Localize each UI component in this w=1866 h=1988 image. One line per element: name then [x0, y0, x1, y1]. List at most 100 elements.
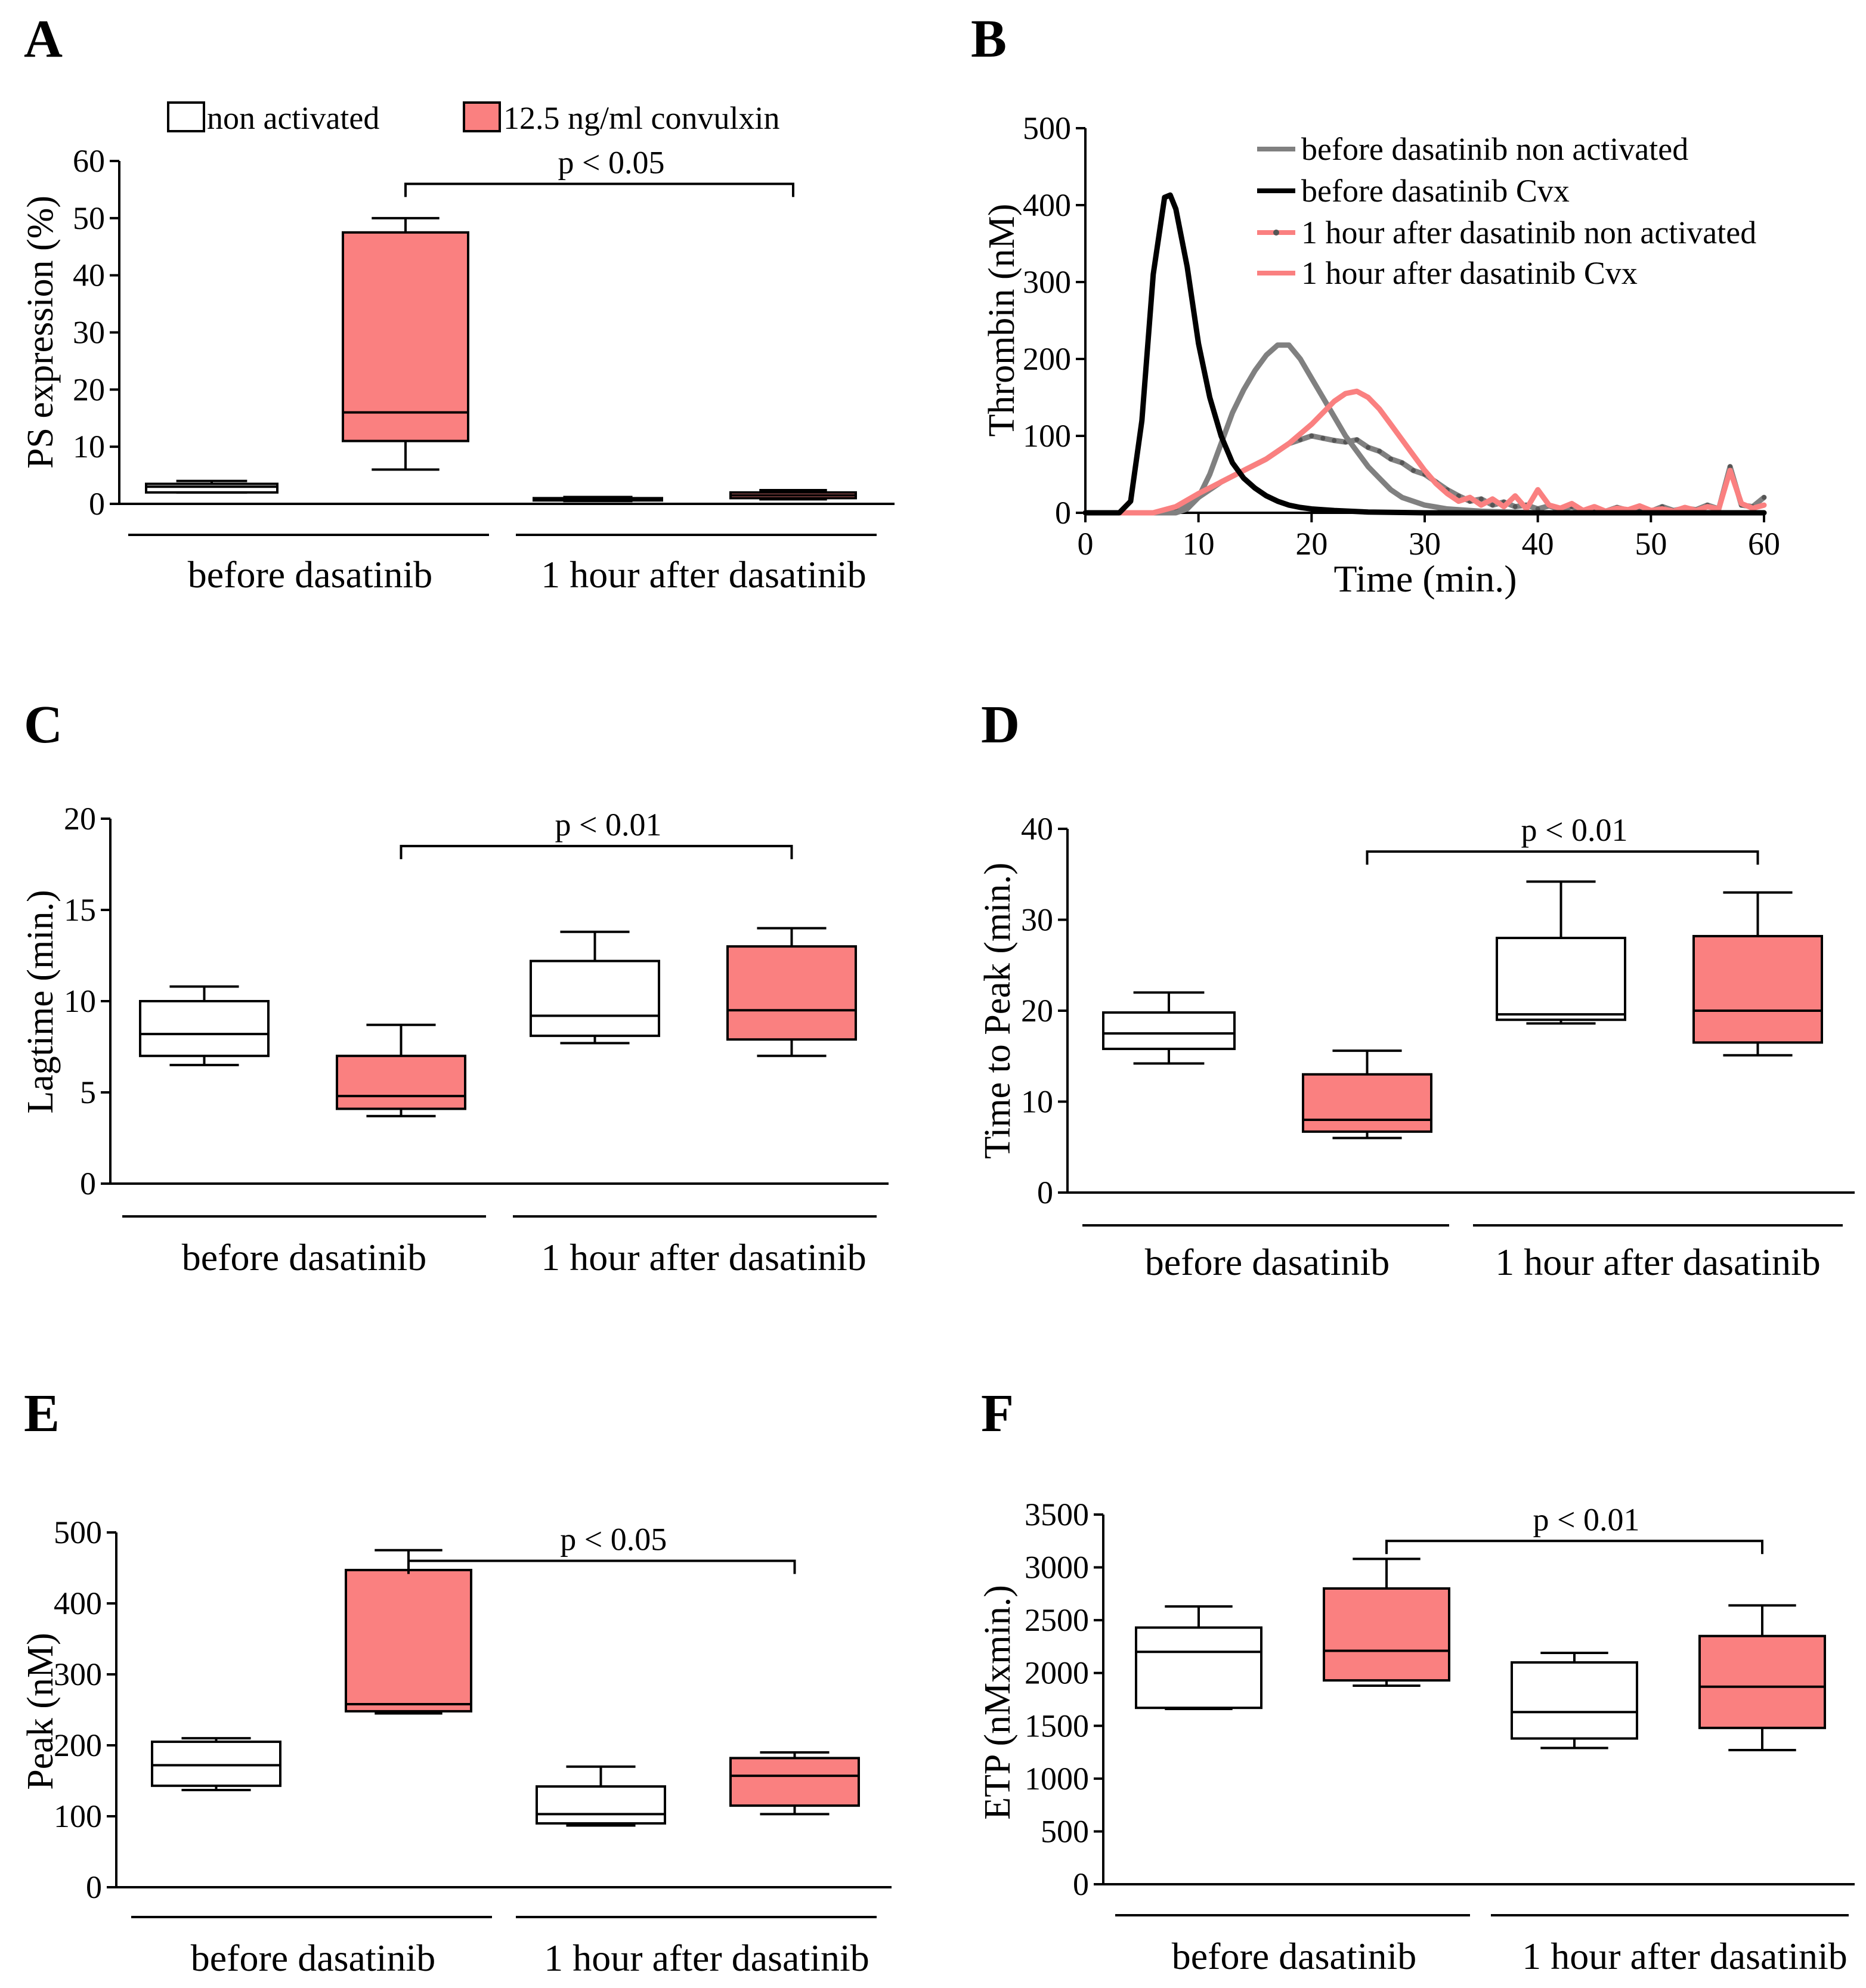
series-point [1490, 503, 1495, 508]
box-4 [729, 489, 857, 501]
box-2 [336, 1023, 466, 1117]
panel-label: C [24, 695, 63, 754]
legend-entry: 12.5 ng/ml convulxin [503, 100, 779, 136]
y-tick-label: 40 [73, 258, 105, 293]
box-body [530, 959, 660, 1038]
y-axis-label: PS expression (%) [20, 196, 61, 469]
y-axis-label: Peak (nM) [20, 1633, 61, 1789]
bracket-line [1366, 850, 1759, 865]
group-label: 1 hour after dasatinib [541, 1236, 867, 1278]
box-4 [1698, 1604, 1826, 1752]
box-body [1302, 1073, 1432, 1133]
box-body [536, 1785, 666, 1825]
y-tick-label: 3000 [1025, 1550, 1089, 1586]
y-tick-label: 0 [1055, 495, 1071, 531]
y-tick-label: 0 [1073, 1866, 1089, 1902]
box-2 [1323, 1557, 1450, 1687]
series-point [1400, 460, 1405, 466]
box-3 [1496, 880, 1626, 1025]
box-1 [139, 985, 270, 1067]
legend: non activated 12.5 ng/ml convulxin [167, 100, 779, 136]
series-point [1377, 448, 1382, 454]
box-body [145, 482, 278, 494]
panel-c: C 0 5 10 15 20 Lagtime (min.) p < 0.01 before da… [20, 695, 889, 1278]
p-value-label: p < 0.05 [560, 1522, 667, 1557]
panel-a: A 0 10 20 30 40 50 60 PS expression (%) p < 0.05 b… [20, 10, 895, 596]
series-line [1082, 192, 1767, 516]
box-2 [342, 216, 469, 471]
series-point [1354, 437, 1360, 442]
group-label: before dasatinib [182, 1236, 427, 1278]
panel-b: B 0 100 200 300 400 500 0 10 20 30 40 50 60 Thrombin (… [971, 10, 1780, 600]
series-point [1309, 433, 1314, 438]
p-value-label: p < 0.01 [1521, 812, 1628, 848]
box-body [342, 231, 469, 442]
y-tick-label: 300 [54, 1656, 102, 1692]
y-tick-label: 20 [1021, 993, 1053, 1029]
panel-label: F [981, 1384, 1014, 1443]
box-body [1323, 1587, 1450, 1682]
group-label: 1 hour after dasatinib [1522, 1935, 1848, 1977]
x-tick-label: 30 [1409, 526, 1441, 562]
panel-e: E 0 100 200 300 400 500 Peak (nM) p < 0.05 before… [20, 1384, 892, 1979]
group-label: before dasatinib [1145, 1241, 1390, 1283]
legend-entry: before dasatinib Cvx [1301, 173, 1570, 209]
box-2 [345, 1549, 472, 1715]
y-tick-label: 30 [1021, 902, 1053, 938]
box-3 [536, 1765, 666, 1827]
x-tick-label: 60 [1748, 526, 1780, 562]
x-tick-label: 50 [1635, 526, 1667, 562]
box-1 [151, 1737, 281, 1791]
box-body [1692, 934, 1823, 1044]
y-tick-label: 10 [73, 429, 105, 465]
panel-label: D [981, 695, 1020, 754]
group-label: before dasatinib [1172, 1935, 1417, 1977]
box-3 [533, 496, 663, 503]
y-tick-label: 400 [54, 1586, 102, 1621]
box-body [139, 1000, 270, 1057]
y-tick-label: 0 [80, 1166, 96, 1202]
y-tick-label: 1000 [1025, 1761, 1089, 1797]
legend-entry: 1 hour after dasatinib Cvx [1301, 255, 1638, 291]
series-line [1082, 388, 1767, 516]
y-tick-label: 10 [64, 983, 96, 1019]
box-body [726, 945, 857, 1041]
significance-bracket: p < 0.01 [400, 807, 793, 859]
box-body [1102, 1011, 1236, 1051]
x-axis-label: Time (min.) [1334, 558, 1517, 600]
bracket-line [1385, 1540, 1763, 1555]
panel-label: A [24, 10, 63, 69]
y-axis-label: Thrombin (nM) [982, 204, 1022, 437]
y-tick-label: 20 [64, 801, 96, 837]
series-line [1082, 342, 1767, 516]
x-tick-label: 40 [1522, 526, 1554, 562]
box-4 [1692, 891, 1823, 1057]
x-tick-label: 0 [1078, 526, 1094, 562]
y-tick-label: 400 [1023, 187, 1071, 223]
box-4 [729, 1751, 860, 1816]
series-point [1366, 445, 1371, 450]
legend-swatch [167, 101, 205, 132]
box-body [336, 1054, 466, 1110]
box-1 [1135, 1605, 1262, 1710]
box-3 [1511, 1652, 1638, 1749]
p-value-label: p < 0.05 [558, 144, 665, 180]
bracket-line [407, 1559, 796, 1574]
group-label: 1 hour after dasatinib [541, 553, 867, 596]
y-tick-label: 5 [80, 1074, 96, 1110]
y-tick-label: 200 [1023, 341, 1071, 377]
y-axis-label: Lagtime (min.) [20, 890, 61, 1113]
p-value-label: p < 0.01 [1533, 1501, 1640, 1537]
y-tick-label: 10 [1021, 1084, 1053, 1120]
series-point [1332, 438, 1337, 443]
bracket-line [404, 182, 794, 197]
box-3 [530, 930, 660, 1045]
y-tick-label: 0 [89, 486, 105, 522]
box-body [151, 1741, 281, 1787]
y-tick-label: 500 [1023, 110, 1071, 146]
series-point [1320, 435, 1326, 441]
box-4 [726, 927, 857, 1057]
box-body [345, 1569, 472, 1713]
